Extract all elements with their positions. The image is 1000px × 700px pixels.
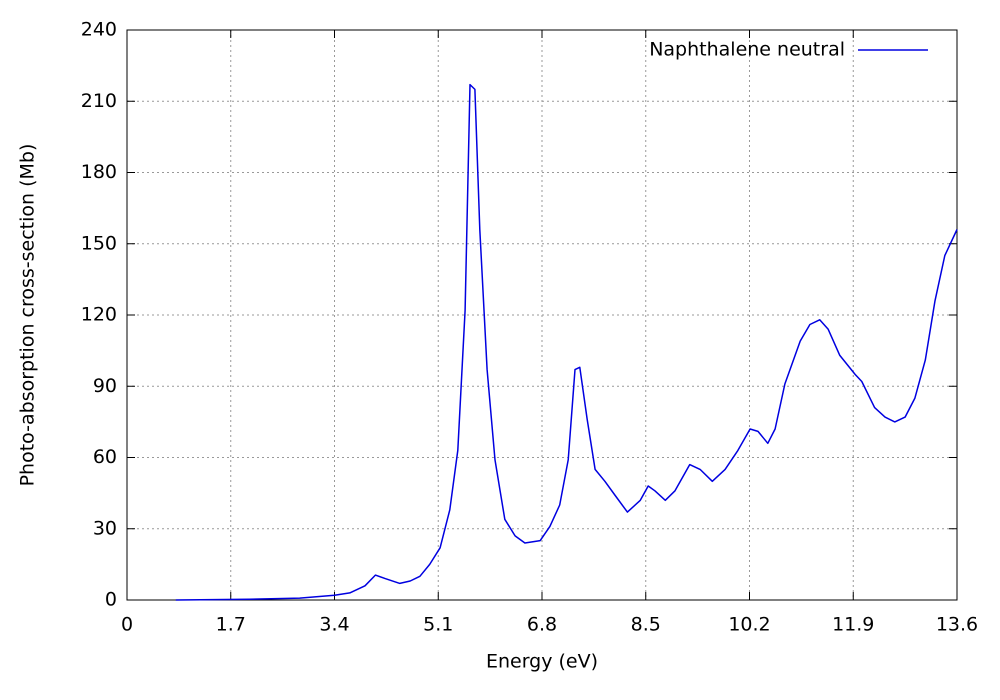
x-tick-label: 5.1 [423,614,453,636]
plot-frame [126,29,958,601]
y-tick-label: 210 [81,90,117,112]
y-tick-label: 180 [81,161,117,183]
y-axis-label: Photo-absorption cross-section (Mb) [17,144,39,487]
x-axis-label: Energy (eV) [486,651,598,673]
y-tick-label: 60 [93,446,117,468]
y-tick-label: 240 [81,19,117,41]
x-tick-label: 11.9 [832,614,874,636]
y-tick-label: 120 [81,304,117,326]
x-tick-label: 1.7 [216,614,246,636]
x-tick-label: 6.8 [527,614,557,636]
y-tick-label: 90 [93,375,117,397]
x-tick-label: 8.5 [631,614,661,636]
y-tick-label: 0 [105,589,117,611]
x-tick-label: 0 [121,614,133,636]
legend-label: Naphthalene neutral [649,39,845,61]
x-tick-label: 13.6 [936,614,978,636]
data-line [175,83,958,601]
y-tick-label: 150 [81,232,117,254]
y-tick-label: 30 [93,517,117,539]
x-tick-label: 3.4 [319,614,349,636]
x-tick-label: 10.2 [728,614,770,636]
